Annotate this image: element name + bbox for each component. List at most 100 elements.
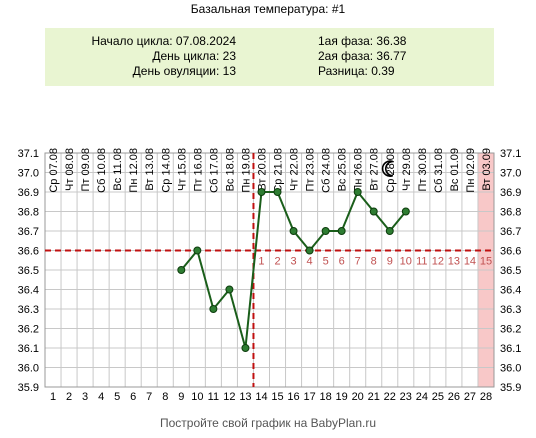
- temperature-point: [193, 246, 202, 255]
- temperature-line-segment: [244, 191, 263, 349]
- phase1-text: 1ая фаза: 36.38: [318, 34, 407, 48]
- cycle-day-label: 2: [66, 391, 72, 403]
- temperature-point: [305, 246, 314, 255]
- plot-frame: [44, 152, 495, 388]
- chart-title: Базальная температура: #1: [190, 2, 346, 16]
- cycle-info-panel: Начало цикла: 07.08.2024 День цикла: 23 …: [45, 28, 494, 86]
- y-tick-label-right: 36.4: [500, 285, 521, 297]
- cycle-day-label: 24: [416, 391, 428, 403]
- cycle-day-label: 13: [239, 391, 251, 403]
- date-weekday-label: Пт 23.08: [305, 148, 317, 192]
- crescent-moon-icon: [381, 160, 394, 177]
- luteal-day-label: 1: [258, 256, 264, 268]
- temperature-line-segment: [356, 191, 375, 213]
- luteal-day-label: 11: [416, 256, 427, 268]
- y-tick-label-right: 37.0: [500, 168, 521, 180]
- y-tick-label-right: 35.9: [500, 382, 521, 394]
- y-tick-label-left: 37.1: [18, 148, 39, 160]
- difference-text: Разница: 0.39: [318, 64, 395, 78]
- y-tick-label-left: 36.2: [18, 324, 39, 336]
- phase2-text: 2ая фаза: 36.77: [318, 49, 407, 63]
- cycle-day-label: 5: [114, 391, 120, 403]
- temperature-point: [225, 285, 234, 294]
- temperature-point: [353, 188, 362, 196]
- temperature-line-segment: [196, 250, 215, 310]
- date-weekday-label: Вс 25.08: [337, 148, 349, 191]
- date-weekday-label: Чт 29.08: [401, 148, 413, 191]
- temperature-line-segment: [388, 210, 407, 232]
- date-weekday-label: Сб 10.08: [96, 148, 108, 193]
- date-weekday-label: Пн 19.08: [240, 148, 252, 193]
- date-weekday-label: Сб 31.08: [433, 148, 445, 193]
- date-weekday-label: Сб 24.08: [321, 148, 333, 193]
- temperature-point: [337, 227, 346, 235]
- cycle-day-label: 15: [271, 391, 283, 403]
- temperature-line-segment: [180, 249, 199, 271]
- y-tick-label-right: 36.6: [500, 246, 521, 258]
- date-weekday-label: Пн 02.09: [465, 148, 477, 193]
- temperature-point: [289, 227, 298, 235]
- temperature-point: [209, 305, 218, 313]
- date-weekday-label: Ср 21.08: [273, 148, 285, 193]
- temperature-point: [385, 227, 394, 235]
- y-tick-label-left: 36.1: [18, 343, 39, 355]
- date-weekday-label: Вт 03.09: [481, 148, 493, 191]
- date-weekday-label: Вс 18.08: [224, 148, 236, 191]
- y-tick-label-left: 36.9: [18, 187, 39, 199]
- y-tick-label-right: 36.9: [500, 187, 521, 199]
- cycle-day-label: 7: [146, 391, 152, 403]
- luteal-day-label: 6: [339, 256, 345, 268]
- luteal-day-label: 3: [290, 256, 296, 268]
- cycle-day-label: 23: [400, 391, 412, 403]
- date-weekday-label: Пт 16.08: [192, 148, 204, 192]
- luteal-day-label: 9: [387, 256, 393, 268]
- temperature-point: [321, 227, 330, 235]
- cycle-day-label: 8: [162, 391, 168, 403]
- cycle-day-label: 14: [255, 391, 267, 403]
- y-tick-label-right: 36.8: [500, 207, 521, 219]
- y-tick-label-right: 36.3: [500, 304, 521, 316]
- y-tick-label-right: 36.5: [500, 265, 521, 277]
- cycle-day-label: 26: [448, 391, 460, 403]
- cycle-day-label: 21: [368, 391, 380, 403]
- temperature-line-segment: [276, 191, 295, 232]
- cycle-day-label: 4: [98, 391, 104, 403]
- cycle-day-label: 20: [352, 391, 364, 403]
- cycle-day-label: 11: [208, 391, 219, 403]
- y-tick-label-left: 36.3: [18, 304, 39, 316]
- temperature-point: [177, 266, 186, 274]
- footer-text: Постройте свой график на BabyPlan.ru: [159, 416, 377, 430]
- y-tick-label-left: 36.0: [18, 363, 39, 375]
- y-tick-label-right: 36.2: [500, 324, 521, 336]
- date-weekday-label: Вс 11.08: [112, 148, 124, 191]
- date-weekday-label: Пт 30.08: [417, 148, 429, 192]
- temperature-point: [369, 207, 378, 216]
- date-weekday-label: Чт 15.08: [176, 148, 188, 191]
- date-weekday-label: Чт 08.08: [64, 148, 76, 191]
- cycle-day-label: 16: [287, 391, 299, 403]
- temperature-point: [273, 188, 282, 196]
- y-tick-label-left: 36.4: [18, 285, 39, 297]
- temperature-point: [257, 188, 266, 196]
- cycle-day-label: 3: [82, 391, 88, 403]
- luteal-day-label: 13: [448, 256, 460, 268]
- temperature-line-segment: [292, 230, 311, 252]
- luteal-day-label: 14: [464, 256, 476, 268]
- luteal-day-label: 8: [371, 256, 377, 268]
- temperature-line-segment: [212, 288, 231, 310]
- temperature-line-segment: [228, 289, 247, 349]
- y-tick-label-right: 36.7: [500, 226, 521, 238]
- ovulation-day-text: День овуляции: 13: [132, 64, 236, 78]
- cycle-day-label: 1: [50, 391, 56, 403]
- temperature-line-segment: [372, 210, 391, 232]
- luteal-day-label: 10: [400, 256, 412, 268]
- y-tick-label-right: 36.1: [500, 343, 521, 355]
- luteal-day-label: 4: [307, 256, 313, 268]
- cycle-day-label: 27: [464, 391, 476, 403]
- cycle-day-label: 28: [480, 391, 492, 403]
- date-weekday-label: Ср 14.08: [160, 148, 172, 193]
- date-weekday-label: Чт 22.08: [289, 148, 301, 191]
- temperature-point: [401, 207, 410, 216]
- y-tick-label-left: 36.6: [18, 246, 39, 258]
